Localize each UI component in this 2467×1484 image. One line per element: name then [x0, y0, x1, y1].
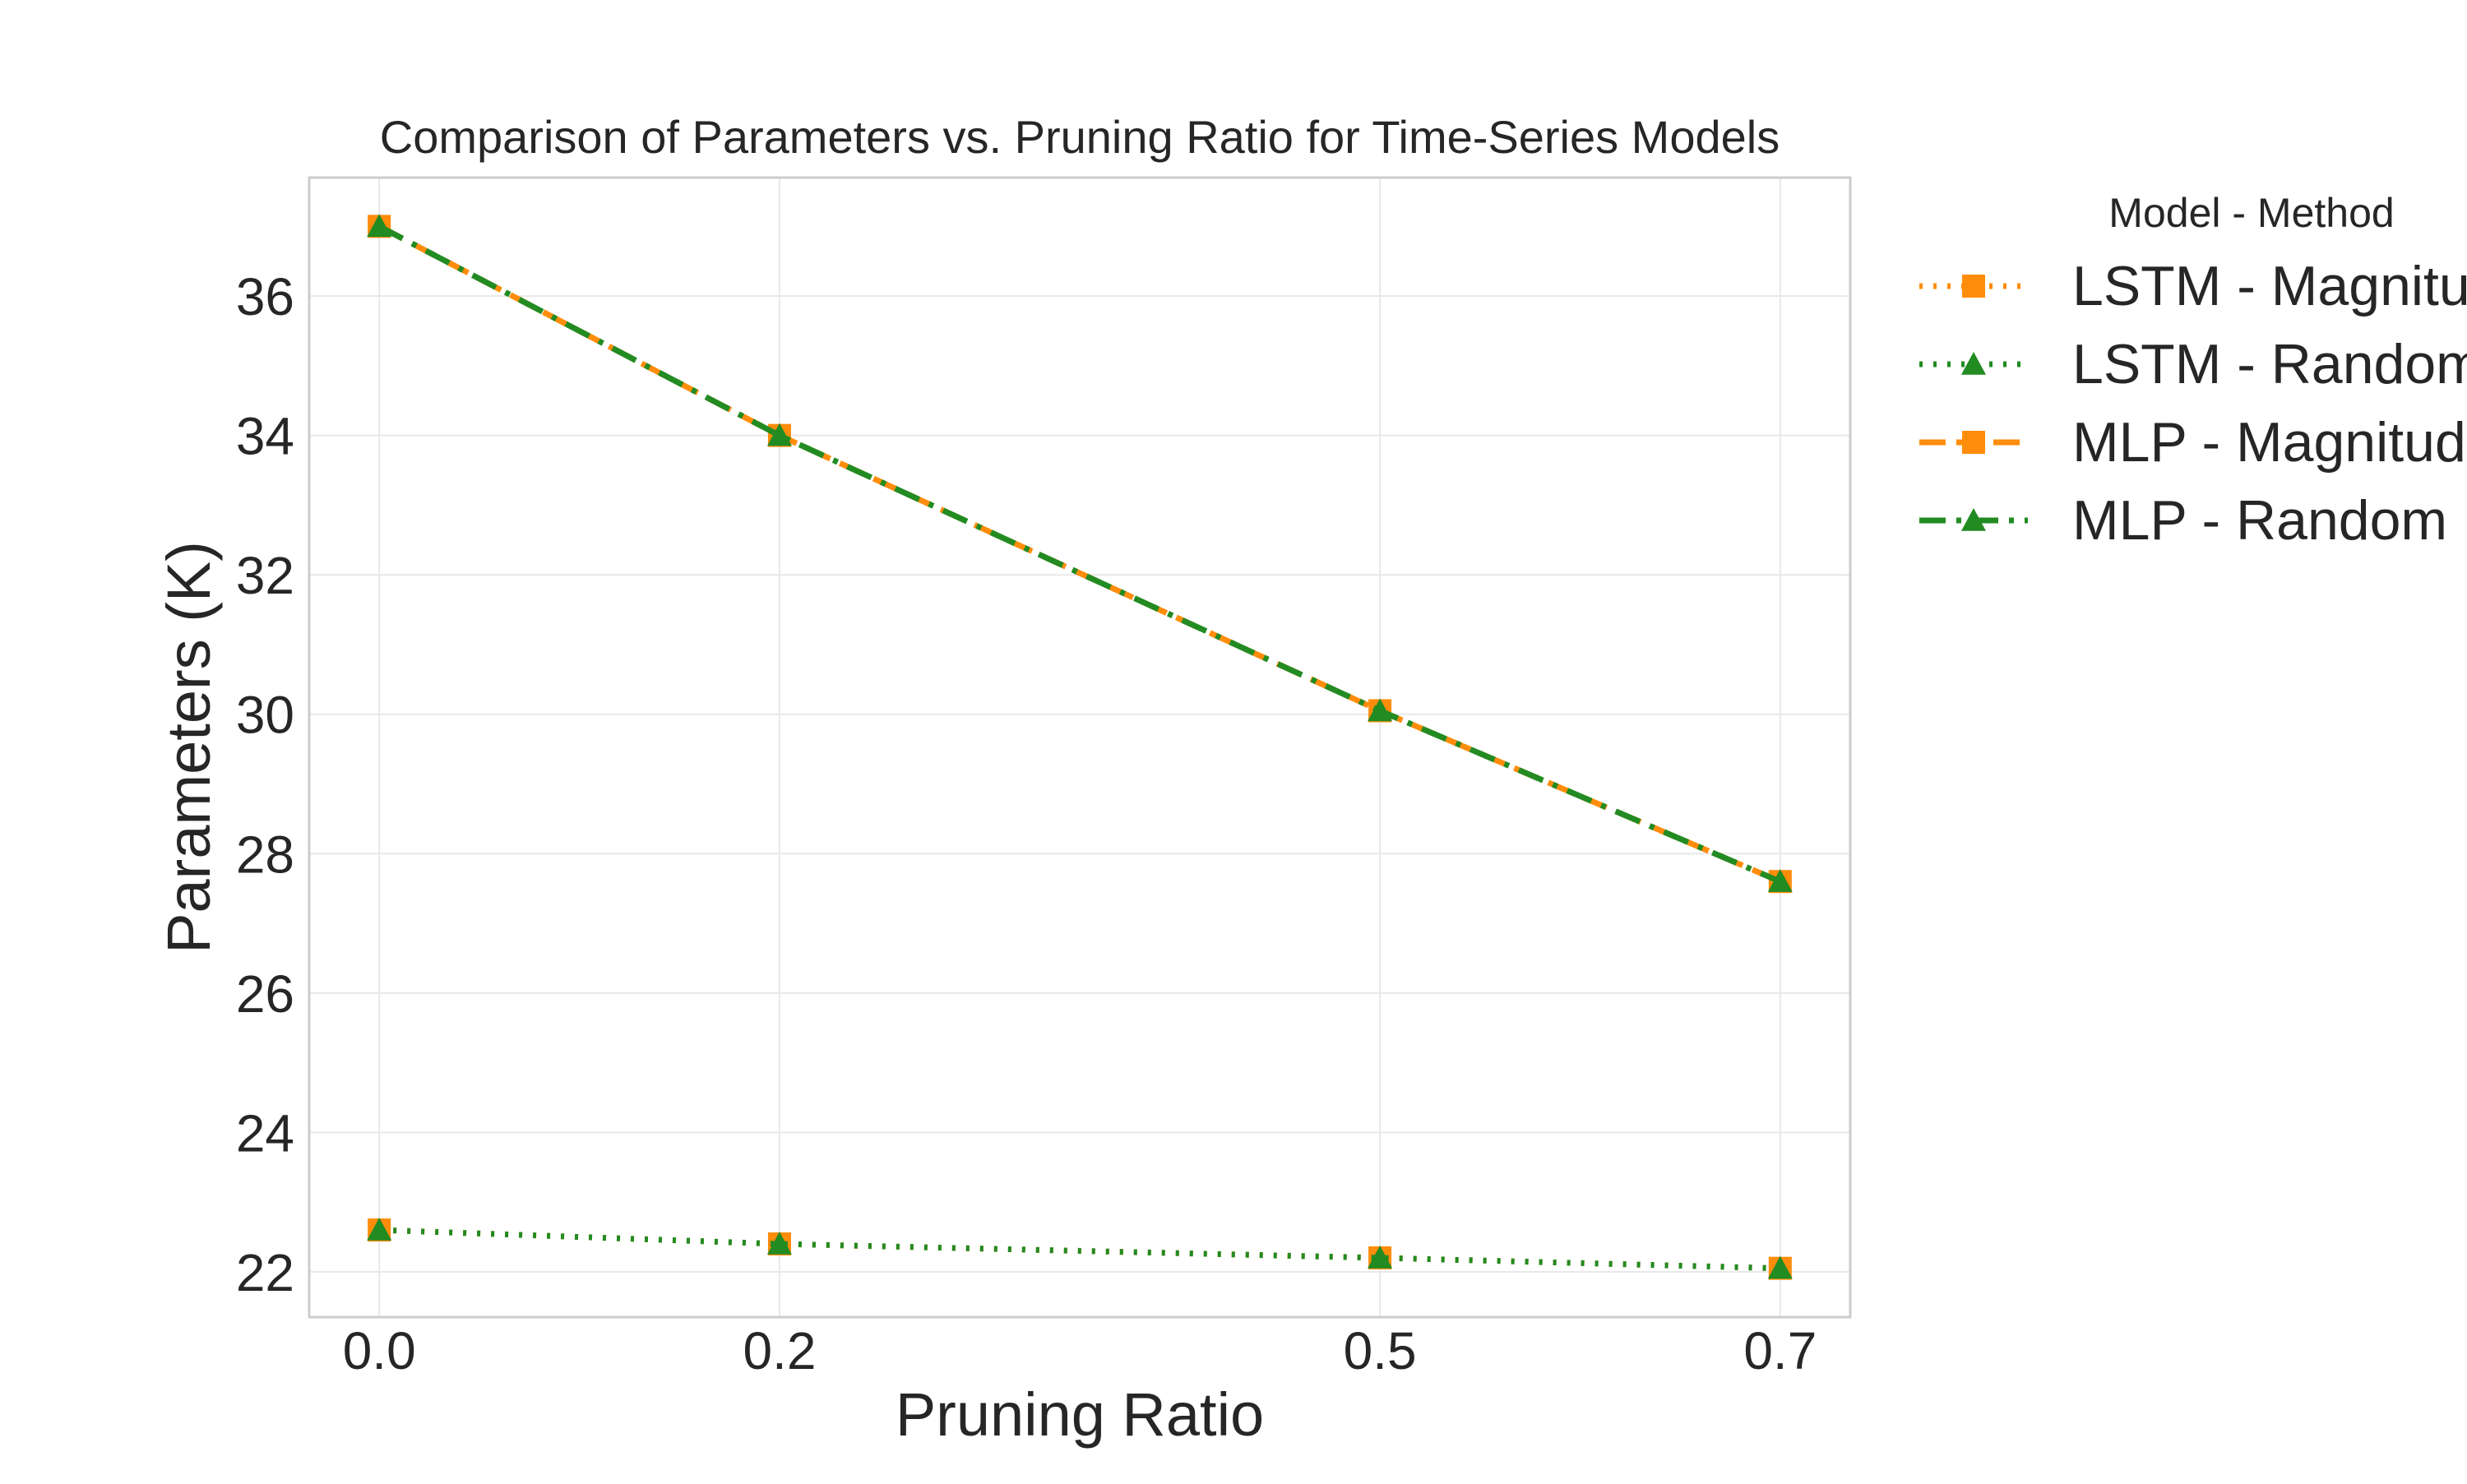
legend-label: LSTM - Magnitude — [2072, 255, 2467, 317]
x-tick-label: 0.0 — [343, 1321, 416, 1380]
data-point-mlp-random — [766, 423, 792, 446]
y-axis-label: Parameters (K) — [155, 541, 223, 954]
legend-item-mlp-random: MLP - Random — [1919, 489, 2447, 552]
data-point-mlp-random — [367, 214, 392, 238]
plot-frame — [308, 176, 1852, 1319]
y-tick-label: 36 — [236, 267, 294, 326]
series-mlp-random — [367, 214, 1793, 892]
legend-label: MLP - Magnitude — [2072, 411, 2467, 474]
data-point-mlp-random — [1368, 698, 1393, 722]
data-point-mlp-random — [1767, 869, 1793, 892]
y-tick-label: 32 — [236, 546, 294, 605]
legend-swatch-marker — [1962, 431, 1985, 454]
series-line-lstm-random — [379, 1227, 1780, 1272]
series-line-mlp-magnitude — [377, 224, 1782, 885]
y-tick-labels: 22 24 26 28 30 32 34 36 — [236, 267, 294, 1302]
data-point-lstm-random — [766, 1231, 792, 1255]
series-line-mlp-random — [377, 224, 1782, 885]
series-lines — [367, 214, 1793, 1280]
grid-lines — [309, 178, 1850, 1317]
legend-item-mlp-magnitude: MLP - Magnitude — [1919, 411, 2467, 474]
y-tick-label: 34 — [236, 407, 294, 466]
series-lstm-random — [367, 1218, 1793, 1279]
y-tick-label: 28 — [236, 825, 294, 884]
series-mlp-magnitude — [368, 215, 1792, 894]
legend-label: MLP - Random — [2072, 489, 2447, 552]
data-point-lstm-random — [367, 1218, 392, 1241]
legend-swatch-marker — [1961, 508, 1986, 531]
legend-label: LSTM - Random — [2072, 333, 2467, 395]
legend-items: LSTM - Magnitude LSTM - Random MLP - Magni… — [1919, 255, 2467, 552]
chart-title: Comparison of Parameters vs. Pruning Rat… — [380, 111, 1780, 163]
data-point-lstm-random — [1767, 1255, 1793, 1279]
x-tick-labels: 0.0 0.2 0.5 0.7 — [343, 1321, 1817, 1380]
data-point-lstm-random — [1368, 1245, 1393, 1269]
x-tick-label: 0.7 — [1743, 1321, 1817, 1380]
y-tick-label: 26 — [236, 964, 294, 1024]
legend-swatch-marker — [1962, 275, 1985, 298]
x-axis-label: Pruning Ratio — [896, 1380, 1264, 1449]
y-tick-label: 22 — [236, 1243, 294, 1302]
legend-item-lstm-magnitude: LSTM - Magnitude — [1919, 255, 2467, 317]
legend-title: Model - Method — [2108, 190, 2394, 236]
y-tick-label: 24 — [236, 1103, 294, 1163]
legend: Model - Method LSTM - Magnitude LSTM - Ra… — [1919, 190, 2467, 552]
x-tick-label: 0.5 — [1344, 1321, 1417, 1380]
legend-item-lstm-random: LSTM - Random — [1919, 333, 2467, 395]
y-tick-label: 30 — [236, 686, 294, 745]
legend-swatch-marker — [1961, 352, 1986, 375]
x-tick-label: 0.2 — [743, 1321, 816, 1380]
